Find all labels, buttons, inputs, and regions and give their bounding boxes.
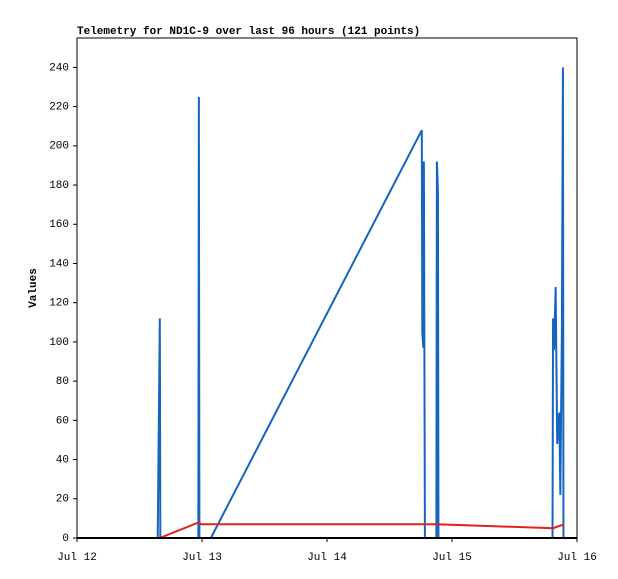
- y-tick-label: 240: [49, 62, 69, 74]
- chart-title: Telemetry for ND1C-9 over last 96 hours …: [77, 26, 420, 38]
- y-tick-label: 160: [49, 219, 69, 231]
- y-tick-label: 120: [49, 298, 69, 310]
- series-line: [159, 521, 565, 539]
- y-tick-label: 180: [49, 180, 69, 192]
- y-tick-label: 40: [56, 454, 69, 466]
- plot-frame: [76, 37, 578, 539]
- series-line: [156, 67, 565, 539]
- y-tick-label: 140: [49, 258, 69, 270]
- x-tick-label: Jul 13: [182, 552, 222, 564]
- x-tick-label: Jul 12: [57, 552, 97, 564]
- y-tick-label: 220: [49, 102, 69, 114]
- y-axis-label: Values: [28, 268, 40, 308]
- x-tick-label: Jul 16: [557, 552, 597, 564]
- y-tick-label: 100: [49, 337, 69, 349]
- y-tick-label: 60: [56, 415, 69, 427]
- x-tick-label: Jul 14: [307, 552, 347, 564]
- y-tick-label: 20: [56, 494, 69, 506]
- y-tick-label: 80: [56, 376, 69, 388]
- y-tick-label: 200: [49, 141, 69, 153]
- x-tick-label: Jul 15: [432, 552, 472, 564]
- y-tick-label: 0: [62, 533, 69, 545]
